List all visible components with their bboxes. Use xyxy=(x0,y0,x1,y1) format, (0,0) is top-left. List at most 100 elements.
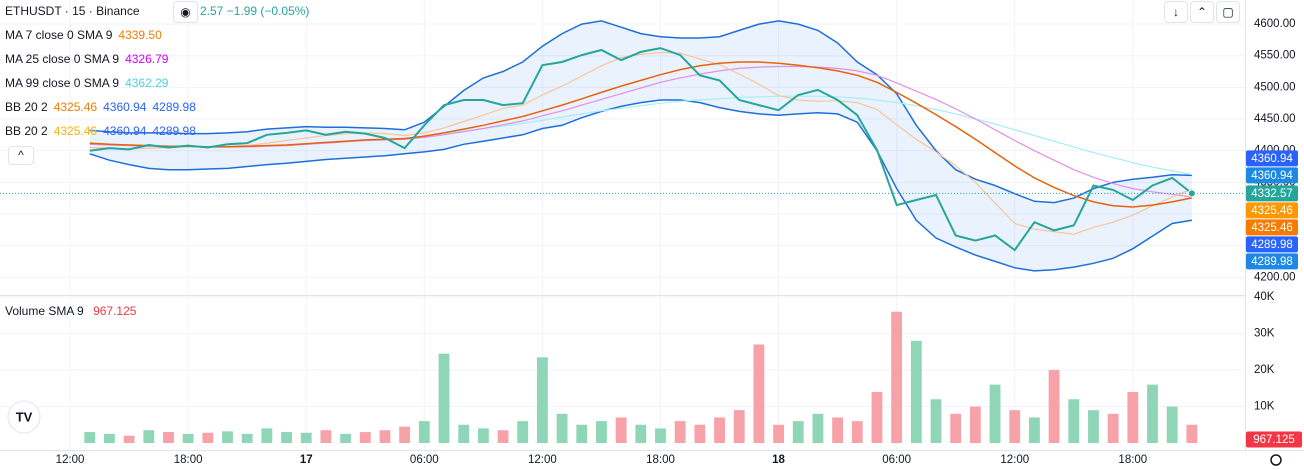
collapse-button[interactable]: ^ xyxy=(8,146,34,165)
volume-bar xyxy=(989,384,1001,443)
y-tick-label: 4200.00 xyxy=(1254,271,1296,283)
x-tick-label: 18:00 xyxy=(1118,454,1147,466)
volume-bar xyxy=(281,432,292,443)
price-tag-label: 4325.46 xyxy=(1251,222,1293,234)
volume-bar xyxy=(891,311,903,443)
price-tag xyxy=(1246,185,1298,202)
volume-bar xyxy=(930,399,942,443)
price-tag-label: 4360.94 xyxy=(1251,153,1293,165)
price-tag xyxy=(1246,253,1298,270)
legend-name: MA 25 close 0 SMA 9 xyxy=(5,52,120,66)
svg-text:TV: TV xyxy=(16,409,33,424)
volume-bar xyxy=(596,421,607,443)
line xyxy=(89,61,1193,208)
last-price: 2.57 xyxy=(200,4,224,18)
legend-value: 4360.94 xyxy=(103,100,147,114)
maximize-button[interactable]: ▢ xyxy=(1216,1,1240,23)
price-pane xyxy=(0,20,1245,272)
eye-button[interactable]: ◉ xyxy=(173,1,198,23)
legend-row: MA 99 close 0 SMA 9 4362.29 xyxy=(5,74,174,92)
price-tag xyxy=(1246,202,1298,219)
volume-bar xyxy=(969,406,981,443)
price-tag-label: 4289.98 xyxy=(1251,239,1293,251)
legend-name: MA 99 close 0 SMA 9 xyxy=(5,76,120,90)
volume-bar xyxy=(497,430,509,443)
header: ETHUSDT · 15 · Binance xyxy=(5,2,146,20)
volume-bar xyxy=(477,428,489,443)
volume-bar xyxy=(655,428,666,443)
price-tag xyxy=(1246,219,1298,236)
line xyxy=(89,51,1193,235)
line xyxy=(89,20,1192,204)
volume-bar xyxy=(615,417,627,443)
y-tick-label: 20K xyxy=(1254,364,1275,376)
volume-bar xyxy=(517,421,529,443)
volume-tag-label: 967.125 xyxy=(1253,434,1295,446)
volume-bar xyxy=(1088,410,1099,443)
volume-tag xyxy=(1246,431,1302,448)
volume-bar xyxy=(753,344,765,443)
volume-bar xyxy=(733,410,745,443)
settings-icon[interactable] xyxy=(1270,454,1282,466)
x-tick-label: 06:00 xyxy=(410,454,439,466)
volume-bar xyxy=(300,432,312,443)
price-tag-label: 4360.94 xyxy=(1251,170,1293,182)
price-tag xyxy=(1246,150,1298,167)
line xyxy=(89,99,1193,272)
y-tick-label: 30K xyxy=(1254,328,1275,340)
volume-bar xyxy=(1029,417,1040,443)
last-point xyxy=(1187,189,1196,198)
x-tick-label: 18 xyxy=(772,454,785,466)
volume-bar xyxy=(202,432,214,443)
legend-value: 4360.94 xyxy=(103,124,147,138)
y-tick-label: 10K xyxy=(1254,401,1275,413)
x-tick-label: 12:00 xyxy=(1000,454,1029,466)
x-tick-label: 18:00 xyxy=(174,454,203,466)
x-tick-label: 06:00 xyxy=(882,454,911,466)
volume-bar xyxy=(320,430,332,443)
volume-bar xyxy=(1009,410,1021,443)
price-tag-label: 4289.98 xyxy=(1251,256,1293,268)
volume-bar xyxy=(359,432,371,443)
y-tick-label: 4500.00 xyxy=(1254,81,1296,93)
legend-value: 4325.46 xyxy=(53,124,98,138)
line xyxy=(89,47,1193,252)
volume-bar xyxy=(379,430,391,443)
y-tick-label: 40K xyxy=(1254,291,1275,303)
volume-bar xyxy=(950,413,962,443)
volume-bar xyxy=(261,428,273,443)
legend-name: MA 7 close 0 SMA 9 xyxy=(5,28,113,42)
collapse-pane-button[interactable]: ⌃ xyxy=(1190,1,1214,23)
volume-pane xyxy=(84,311,1198,443)
volume-bar xyxy=(143,430,155,443)
volume-bar xyxy=(241,433,253,443)
volume-bar xyxy=(1147,384,1158,443)
volume-bar xyxy=(1166,406,1178,443)
band-fill xyxy=(89,20,1192,271)
volume-bar xyxy=(104,433,115,443)
volume-bar xyxy=(418,421,430,443)
move-down-button[interactable]: ↓ xyxy=(1164,1,1188,23)
price-tag xyxy=(1246,236,1298,253)
y-tick-label: 4600.00 xyxy=(1254,18,1296,30)
volume-bar xyxy=(635,424,647,443)
price-change: 2.57 −1.99 (−0.05%) xyxy=(200,2,309,20)
volume-legend: Volume SMA 9 967.125 xyxy=(5,302,142,320)
volume-bar xyxy=(1127,391,1139,443)
price-tag-label: 4325.46 xyxy=(1251,205,1293,217)
legend-value: 4289.98 xyxy=(152,124,196,138)
volume-bar xyxy=(438,353,450,443)
volume-bar xyxy=(1186,424,1198,443)
volume-bar xyxy=(910,340,922,443)
volume-bar xyxy=(1068,399,1080,443)
x-tick-label: 12:00 xyxy=(56,454,85,466)
y-tick-label: 4450.00 xyxy=(1254,113,1296,125)
volume-bar xyxy=(536,357,548,443)
volume-bar xyxy=(773,424,784,443)
legend-name: BB 20 2 xyxy=(5,124,48,138)
legend-value: 4339.50 xyxy=(118,28,162,42)
volume-bar xyxy=(792,421,804,443)
legend-name: BB 20 2 xyxy=(5,100,48,114)
